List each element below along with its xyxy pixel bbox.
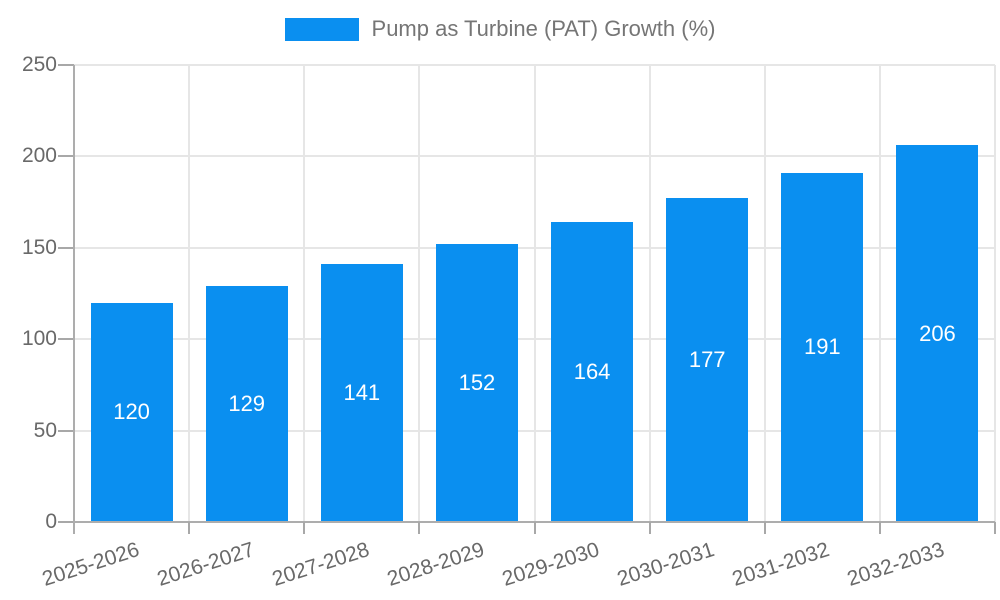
bar: 152: [435, 244, 518, 522]
y-axis-label: 50: [33, 418, 57, 442]
x-tick: [533, 522, 536, 534]
y-axis-label: 0: [45, 510, 57, 533]
y-axis-label: 150: [21, 235, 57, 259]
bar-value-label: 164: [573, 359, 611, 385]
x-gridline: [763, 65, 766, 522]
bar-value-label: 120: [113, 399, 150, 425]
x-gridline: [188, 65, 191, 522]
y-tick: [58, 64, 74, 66]
legend-label: Pump as Turbine (PAT) Growth (%): [371, 16, 716, 41]
bar-value-label: 191: [803, 334, 841, 360]
x-axis-label: 2031-2032: [729, 538, 833, 591]
x-tick: [994, 522, 996, 534]
legend: Pump as Turbine (PAT) Growth (%): [0, 16, 1000, 42]
bar: 164: [551, 222, 634, 522]
x-gridline: [994, 65, 996, 522]
x-tick: [763, 522, 766, 534]
bar: 177: [666, 198, 749, 522]
bar: 129: [205, 286, 288, 522]
x-tick: [303, 522, 306, 534]
legend-swatch: [284, 17, 359, 41]
y-tick: [58, 155, 74, 158]
bar: 206: [896, 145, 979, 522]
bar-value-label: 152: [458, 370, 496, 396]
x-gridline: [418, 65, 421, 522]
x-gridline: [533, 65, 536, 522]
bar-value-label: 129: [228, 391, 266, 417]
x-axis-label: 2026-2027: [154, 538, 257, 591]
x-tick: [188, 522, 191, 534]
y-tick: [58, 338, 74, 341]
x-tick: [418, 522, 421, 534]
y-axis-label: 250: [21, 53, 57, 76]
x-gridline: [303, 65, 306, 522]
x-gridline: [878, 65, 881, 522]
bar-value-label: 206: [919, 320, 956, 346]
x-axis-label: 2032-2033: [844, 538, 948, 591]
x-axis-label: 2030-2031: [614, 538, 718, 591]
y-tick: [58, 246, 74, 249]
y-tick: [58, 429, 74, 432]
y-axis-label: 100: [21, 327, 57, 351]
x-axis-label: 2029-2030: [499, 538, 603, 591]
x-axis-label: 2027-2028: [269, 538, 372, 591]
x-tick: [878, 522, 881, 534]
bar: 141: [320, 264, 403, 522]
bar-value-label: 141: [343, 380, 381, 406]
y-axis-label: 200: [21, 144, 57, 168]
x-gridline: [648, 65, 651, 522]
x-tick: [648, 522, 651, 534]
bar-value-label: 177: [688, 347, 726, 373]
x-axis-label: 2025-2026: [39, 538, 142, 591]
x-axis-label: 2028-2029: [384, 538, 488, 591]
bar: 191: [781, 172, 864, 522]
y-tick: [58, 521, 74, 523]
y-axis-line: [73, 65, 75, 534]
bar: 120: [90, 302, 173, 522]
